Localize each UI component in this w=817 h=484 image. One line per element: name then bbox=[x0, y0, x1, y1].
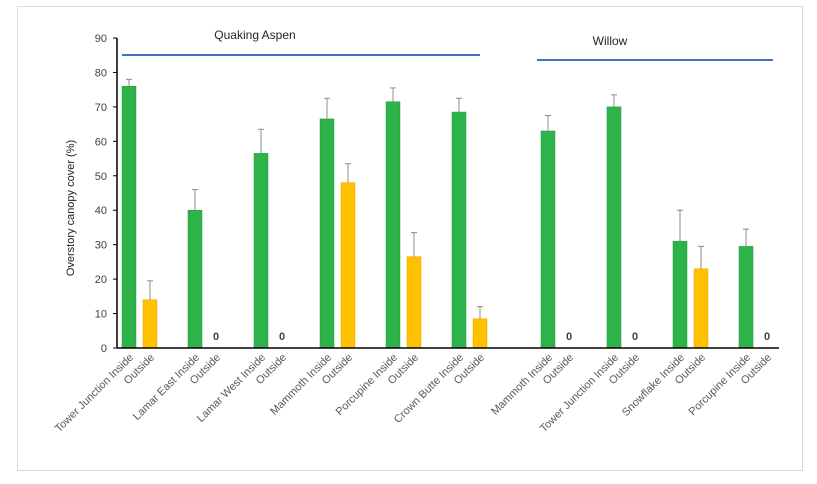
y-tick-label: 20 bbox=[95, 274, 107, 286]
group-label: Willow bbox=[593, 34, 628, 48]
x-tick-label: Tower Junction Inside bbox=[53, 352, 136, 435]
y-tick-label: 80 bbox=[95, 67, 107, 79]
y-tick-label: 0 bbox=[101, 343, 107, 355]
y-tick-label: 30 bbox=[95, 240, 107, 252]
zero-value-label: 0 bbox=[566, 331, 572, 343]
bar bbox=[142, 299, 158, 349]
bar bbox=[451, 111, 467, 349]
y-tick-label: 40 bbox=[95, 205, 107, 217]
y-tick-label: 10 bbox=[95, 309, 107, 321]
y-tick-label: 60 bbox=[95, 136, 107, 148]
bar bbox=[672, 240, 688, 349]
bar bbox=[121, 85, 137, 349]
bar bbox=[385, 101, 401, 349]
x-tick-label: Mammoth Inside bbox=[489, 352, 555, 418]
y-tick-label: 50 bbox=[95, 171, 107, 183]
group-label: Quaking Aspen bbox=[214, 28, 295, 42]
bar bbox=[340, 182, 356, 349]
bar bbox=[693, 268, 709, 349]
zero-value-label: 0 bbox=[764, 331, 770, 343]
bar bbox=[319, 118, 335, 349]
bar bbox=[540, 130, 556, 349]
y-tick-label: 90 bbox=[95, 33, 107, 45]
bar bbox=[253, 153, 269, 349]
zero-value-label: 0 bbox=[632, 331, 638, 343]
y-tick-label: 70 bbox=[95, 102, 107, 114]
bar bbox=[472, 318, 488, 349]
bar bbox=[187, 209, 203, 349]
bar bbox=[738, 246, 754, 349]
bar bbox=[606, 106, 622, 349]
chart-frame bbox=[17, 6, 803, 471]
zero-value-label: 0 bbox=[279, 331, 285, 343]
zero-value-label: 0 bbox=[213, 331, 219, 343]
y-axis-label: Overstory canopy cover (%) bbox=[65, 140, 77, 276]
bar bbox=[406, 256, 422, 349]
